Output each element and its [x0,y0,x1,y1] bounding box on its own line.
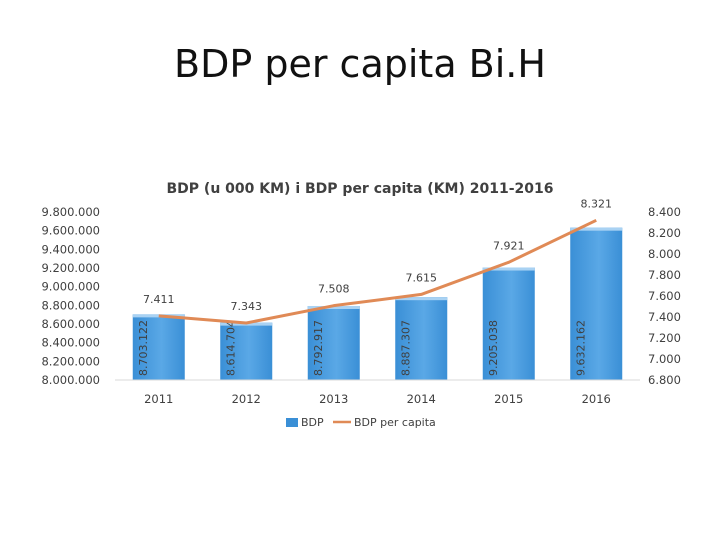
legend-label: BDP per capita [354,416,436,429]
x-axis-tick-label: 2015 [494,392,523,406]
left-axis-tick-label: 9.200.000 [41,261,100,275]
bar-data-label: 9.205.038 [487,320,500,376]
bar-data-label: 8.887.307 [399,320,412,376]
line-data-label: 7.921 [493,239,525,252]
x-axis-tick-label: 2012 [232,392,261,406]
chart-title: BDP (u 000 KM) i BDP per capita (KM) 201… [167,181,554,197]
right-axis-tick-label: 7.200 [648,331,681,345]
line-series: 7.411 7.343 7.508 7.615 7.921 8.321 [143,197,613,325]
slide-title: BDP per capita Bi.H [174,42,546,86]
bar-series: 8.703.122 8.614.704 8.792.917 8.887.307 9.20… [132,227,623,380]
x-axis-tick-label: 2011 [144,392,173,406]
bar-top-highlight [482,267,535,271]
legend-bar-swatch [286,418,298,427]
legend: BDP BDP per capita [286,416,436,429]
right-axis-tick-label: 8.000 [648,247,681,261]
line-data-label: 8.321 [581,197,613,210]
line-data-label: 7.343 [231,300,263,313]
bar [132,314,185,380]
right-axis-tick-label: 8.200 [648,226,681,240]
right-axis-tick-label: 7.600 [648,289,681,303]
bar [570,227,623,380]
right-axis-tick-label: 7.400 [648,310,681,324]
left-axis: 8.000.000 8.200.000 8.400.000 8.600.000 8.80… [41,205,100,387]
left-axis-tick-label: 9.000.000 [41,280,100,294]
legend-label: BDP [301,416,324,429]
bar-data-label: 8.792.917 [312,320,325,376]
bar-top-highlight [570,227,623,231]
left-axis-tick-label: 8.400.000 [41,336,100,350]
bar [395,297,448,380]
left-axis-tick-label: 9.800.000 [41,205,100,219]
left-axis-tick-label: 9.400.000 [41,242,100,256]
bar-data-label: 8.703.122 [137,320,150,376]
x-axis-tick-label: 2013 [319,392,348,406]
left-axis-tick-label: 8.800.000 [41,298,100,312]
left-axis-tick-label: 8.200.000 [41,354,100,368]
line-path [158,218,597,325]
bar [307,305,360,380]
line-data-label: 7.615 [406,271,438,284]
bar-data-label: 8.614.704 [224,320,237,376]
x-axis-tick-label: 2016 [582,392,611,406]
right-axis: 6.800 7.000 7.200 7.400 7.600 7.800 8.000 8.200… [648,205,681,387]
bar [482,267,535,380]
left-axis-tick-label: 9.600.000 [41,224,100,238]
right-axis-tick-label: 7.000 [648,352,681,366]
bar-top-highlight [395,297,448,301]
bar [220,322,273,380]
left-axis-tick-label: 8.600.000 [41,317,100,331]
x-axis: 2011 2012 2013 2014 2015 2016 [144,392,611,406]
bar-data-label: 9.632.162 [574,320,587,376]
bar-top-highlight [307,305,360,309]
right-axis-tick-label: 8.400 [648,205,681,219]
right-axis-tick-label: 6.800 [648,373,681,387]
x-axis-tick-label: 2014 [407,392,436,406]
line-data-label: 7.411 [143,293,175,306]
left-axis-tick-label: 8.000.000 [41,373,100,387]
right-axis-tick-label: 7.800 [648,268,681,282]
line-data-label: 7.508 [318,283,350,296]
